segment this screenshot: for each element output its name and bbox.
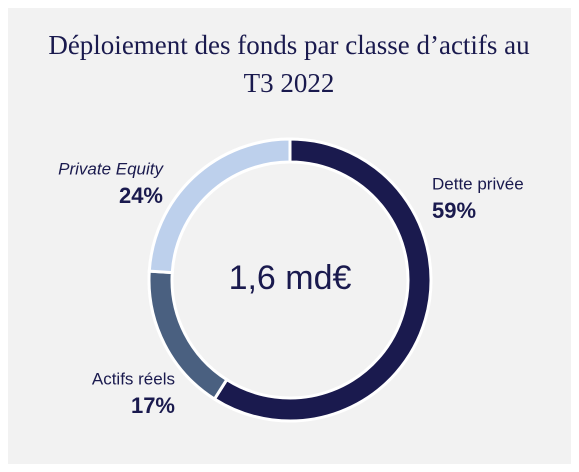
category-label: Dette privée	[432, 174, 524, 193]
center-label: 1,6 md€	[229, 259, 352, 297]
donut-segment	[147, 137, 292, 275]
chart-title: Déploiement des fonds par classe d’actif…	[48, 30, 530, 98]
panel	[8, 8, 571, 464]
value-label: 17%	[131, 393, 175, 418]
category-label: Private Equity	[58, 159, 164, 178]
value-label: 59%	[432, 198, 476, 223]
value-label: 24%	[119, 183, 163, 208]
category-label: Actifs réels	[92, 369, 175, 388]
